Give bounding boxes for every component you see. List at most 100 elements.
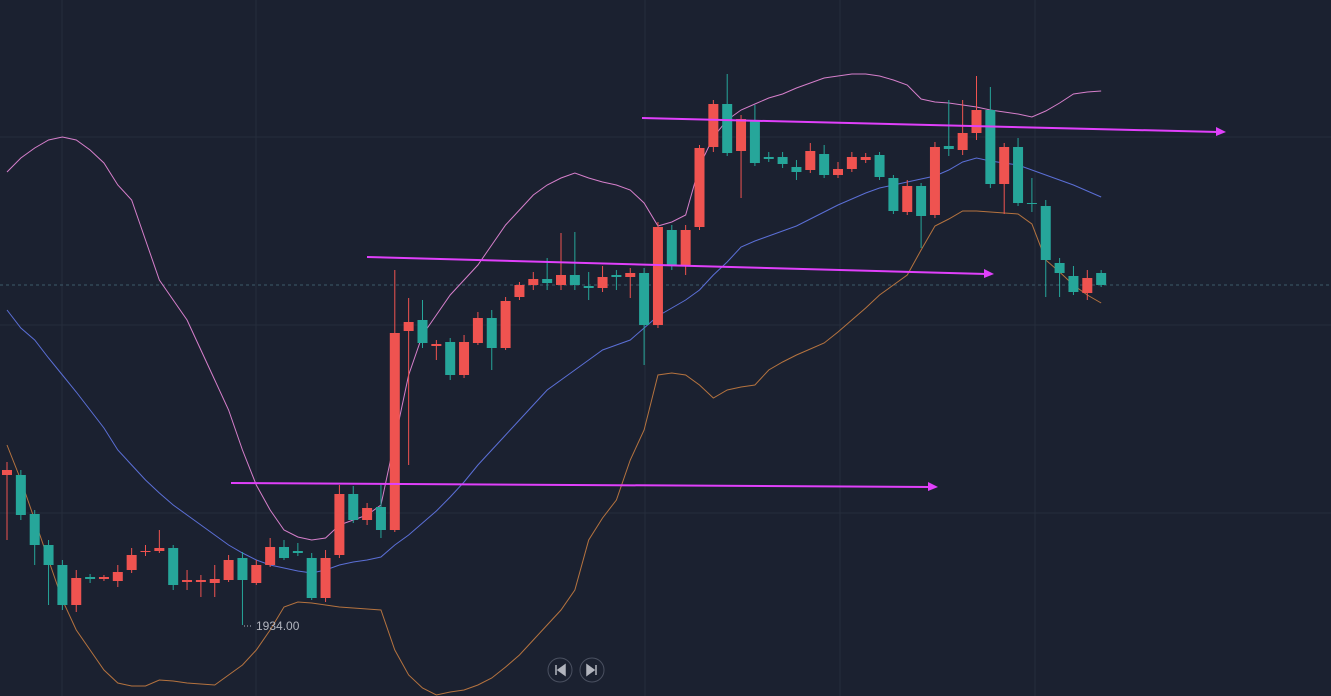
button-icon[interactable] (555, 663, 566, 677)
candles (2, 74, 1107, 625)
scroll-left-button[interactable] (547, 657, 573, 683)
candle-body (680, 230, 691, 265)
candle-body (957, 133, 968, 150)
candle-body (916, 186, 927, 216)
candle-body (833, 169, 843, 175)
candle-body (929, 147, 940, 215)
candle-body (888, 178, 899, 211)
candle-body (1082, 278, 1093, 293)
candle-body (251, 565, 262, 583)
candle-body (279, 547, 289, 558)
scroll-right-button[interactable] (579, 657, 605, 683)
candle-body (237, 558, 248, 580)
candle-body (445, 342, 456, 375)
candle-body (819, 154, 830, 175)
trend-arrow (641, 117, 1219, 133)
candle-body (805, 151, 816, 170)
drawings (230, 117, 1226, 491)
candle-body (846, 157, 857, 169)
candle-body (112, 572, 123, 581)
candle-body (417, 320, 428, 343)
candle-body (902, 186, 913, 212)
button-icon[interactable] (586, 663, 597, 677)
candle-body (874, 155, 885, 177)
candle-body (597, 277, 608, 288)
candle-body (403, 322, 414, 331)
candle-body (2, 470, 12, 475)
candle-body (777, 157, 788, 164)
candle-body (320, 558, 331, 598)
candle-body (652, 227, 663, 325)
candle-body (556, 275, 566, 285)
candle-body (639, 273, 650, 325)
band-line (6, 73, 1102, 541)
candle-body (791, 167, 802, 172)
candle-body (348, 494, 359, 520)
candle-body (306, 558, 317, 598)
low-label: 1934.00 (256, 619, 300, 633)
candle-body (666, 230, 677, 265)
bollinger-bands (6, 73, 1102, 696)
candle-body (168, 548, 179, 585)
candle-body (265, 547, 276, 565)
trend-arrow (230, 482, 931, 488)
candle-body (486, 318, 497, 348)
arrow-head (1216, 127, 1226, 136)
candle-body (334, 494, 345, 555)
candle-body (985, 110, 996, 184)
candle-body (43, 545, 54, 565)
candle-body (431, 344, 442, 346)
candle-body (943, 146, 954, 149)
candle-body (569, 275, 580, 285)
candle-body (583, 286, 594, 288)
candle-body (611, 275, 622, 277)
candle-body (459, 342, 470, 375)
candle-body (1068, 276, 1079, 292)
candle-body (860, 157, 871, 160)
candle-body (389, 333, 400, 530)
band-line (6, 210, 1102, 696)
band-line (6, 157, 1102, 574)
candle-body (15, 475, 26, 515)
candle-body (528, 279, 539, 285)
candle-body (182, 580, 193, 582)
candle-body (722, 104, 733, 153)
candle-body (362, 508, 373, 520)
candle-body (514, 285, 525, 297)
candle-body (292, 551, 303, 553)
candle-body (736, 119, 747, 151)
candle-body (140, 551, 151, 552)
candle-body (1013, 147, 1024, 203)
candle-body (472, 318, 483, 343)
candle-body (749, 120, 760, 163)
candle-body (1054, 263, 1065, 273)
arrow-head (928, 482, 938, 491)
candle-body (85, 577, 96, 579)
candle-body (500, 301, 511, 348)
candle-body (71, 578, 82, 605)
candle-body (29, 514, 40, 545)
candle-body (763, 157, 774, 159)
candle-body (154, 548, 165, 551)
candle-body (708, 104, 719, 147)
candle-body (209, 579, 220, 583)
candle-body (126, 555, 137, 570)
candle-body (542, 279, 553, 283)
candle-body (57, 565, 68, 605)
candle-body (195, 580, 206, 582)
candle-body (625, 273, 636, 277)
candle-body (694, 148, 705, 227)
candle-body (971, 110, 982, 133)
candle-body (98, 577, 109, 579)
candle-body (223, 560, 234, 580)
candle-body (1096, 273, 1107, 285)
candle-body (1040, 206, 1051, 260)
candle-body (999, 147, 1010, 184)
arrow-head (984, 269, 994, 278)
candle-body (375, 507, 386, 530)
candle-body (1026, 203, 1037, 204)
